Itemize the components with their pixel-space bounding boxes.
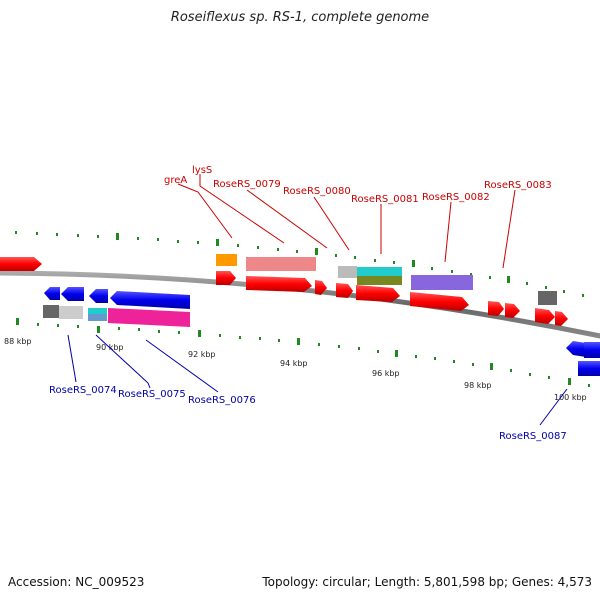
feature-box[interactable]	[216, 254, 237, 266]
gene-arrow[interactable]	[578, 361, 600, 376]
outer-tick-ring	[15, 231, 584, 297]
gene-arrow[interactable]	[505, 303, 520, 318]
forward-gene-labels: greA lysS RoseRS_0079 RoseRS_0080 RoseRS…	[164, 165, 552, 205]
gene-arrow[interactable]	[356, 285, 400, 302]
gene-arrow[interactable]	[410, 292, 469, 311]
feature-box[interactable]	[108, 308, 190, 327]
label-RoseRS_0087[interactable]: RoseRS_0087	[499, 431, 567, 442]
gene-arrow[interactable]	[110, 291, 190, 309]
tick-label-94kbp: 94 kbp	[280, 359, 308, 368]
feature-box[interactable]	[43, 305, 59, 318]
feature-box[interactable]	[357, 267, 402, 276]
label-RoseRS_0075[interactable]: RoseRS_0075	[118, 389, 186, 400]
gene-arrow[interactable]	[488, 301, 504, 316]
tick-label-100kbp: 100 kbp	[554, 393, 587, 402]
feature-box[interactable]	[88, 308, 107, 314]
feature-box[interactable]	[338, 266, 357, 278]
gene-arrow[interactable]	[0, 257, 42, 271]
gene-arrow[interactable]	[61, 287, 84, 301]
gene-arrow[interactable]	[566, 341, 586, 357]
tick-label-96kbp: 96 kbp	[372, 369, 400, 378]
feature-box[interactable]	[246, 257, 316, 271]
gene-arrow[interactable]	[89, 289, 108, 303]
tick-label-88kbp: 88 kbp	[4, 337, 32, 346]
label-lysS[interactable]: lysS	[192, 165, 212, 176]
feature-box[interactable]	[88, 314, 107, 321]
tick-label-92kbp: 92 kbp	[188, 350, 216, 359]
gene-arrow[interactable]	[246, 276, 312, 292]
label-greA[interactable]: greA	[164, 175, 187, 186]
tick-label-98kbp: 98 kbp	[464, 381, 492, 390]
reverse-gene-labels: RoseRS_0074 RoseRS_0075 RoseRS_0076 Rose…	[49, 385, 567, 442]
label-RoseRS_0082[interactable]: RoseRS_0082	[422, 192, 490, 203]
label-RoseRS_0083[interactable]: RoseRS_0083	[484, 180, 552, 191]
inner-tick-ring	[16, 318, 590, 387]
gene-arrow[interactable]	[315, 280, 327, 295]
feature-box[interactable]	[538, 291, 557, 305]
gene-arrow[interactable]	[336, 283, 353, 298]
label-RoseRS_0080[interactable]: RoseRS_0080	[283, 186, 351, 197]
gene-arrow[interactable]	[535, 308, 555, 324]
label-RoseRS_0081[interactable]: RoseRS_0081	[351, 194, 419, 205]
gene-arrow[interactable]	[555, 311, 568, 326]
forward-callouts	[177, 174, 516, 269]
label-RoseRS_0079[interactable]: RoseRS_0079	[213, 179, 281, 190]
gene-arrow[interactable]	[584, 342, 600, 358]
reverse-genes	[43, 287, 600, 376]
gene-arrow[interactable]	[44, 287, 60, 300]
label-RoseRS_0076[interactable]: RoseRS_0076	[188, 395, 256, 406]
map-title: Roseiflexus sp. RS-1, complete genome	[170, 10, 430, 25]
accession-text: Accession: NC_009523	[8, 575, 145, 589]
feature-box[interactable]	[59, 306, 83, 319]
gene-arrow[interactable]	[216, 271, 236, 285]
genome-summary-text: Topology: circular; Length: 5,801,598 bp…	[262, 575, 592, 589]
feature-box[interactable]	[411, 275, 473, 290]
label-RoseRS_0074[interactable]: RoseRS_0074	[49, 385, 117, 396]
forward-genes	[0, 254, 568, 326]
reverse-callouts	[67, 334, 568, 426]
feature-box[interactable]	[357, 276, 402, 285]
